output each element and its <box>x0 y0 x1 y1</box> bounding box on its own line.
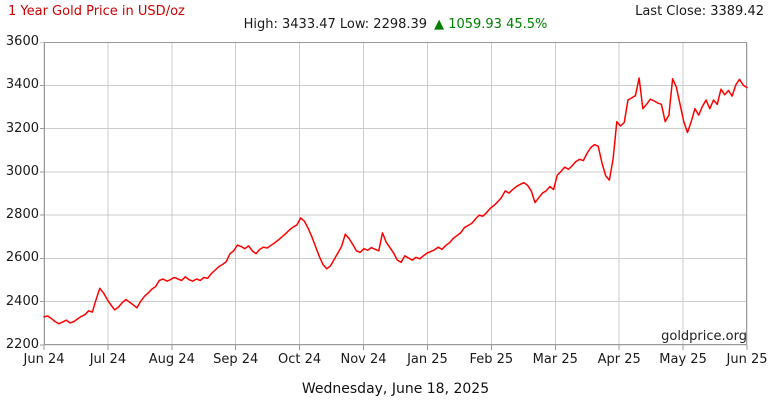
change-text: ▲ 1059.93 45.5% <box>434 17 548 32</box>
gold-price-line <box>43 77 748 325</box>
chart-title: 1 Year Gold Price in USD/oz <box>8 4 185 19</box>
x-axis-label: Mar 25 <box>532 352 578 367</box>
y-axis-labels: 3600 3400 3200 3000 2800 2600 2400 2200 <box>0 0 39 360</box>
last-close-label: Last Close: 3389.42 <box>635 4 764 19</box>
y-axis-label: 2800 <box>5 207 39 223</box>
y-axis-label: 3400 <box>5 77 39 93</box>
y-axis-label: 2200 <box>5 337 39 352</box>
x-axis-label: Jun 25 <box>726 352 768 367</box>
x-axis-label: Jul 24 <box>89 352 127 367</box>
x-axis-label: Apr 25 <box>597 352 641 367</box>
x-axis-labels: Jun 24 Jul 24 Aug 24 Sep 24 Oct 24 Nov 24 Jan … <box>0 352 770 368</box>
high-low-summary: High: 3433.47 Low: 2298.39 ▲ 1059.93 45.5… <box>44 17 747 32</box>
date-footer: Wednesday, June 18, 2025 <box>301 381 490 397</box>
x-axis-label: Nov 24 <box>340 352 387 367</box>
y-axis-label: 3200 <box>5 120 39 136</box>
y-axis-label: 2400 <box>5 293 39 309</box>
x-axis-label: Oct 24 <box>278 352 322 367</box>
y-axis-label: 2600 <box>5 250 39 266</box>
x-axis-label: Jun 24 <box>23 352 65 367</box>
plot-area <box>40 42 748 351</box>
y-axis-label: 3000 <box>5 163 39 179</box>
x-axis-label: Sep 24 <box>213 352 259 367</box>
x-axis-label: Feb 25 <box>469 352 514 367</box>
high-low-text: High: 3433.47 Low: 2298.39 <box>243 17 428 32</box>
x-axis-label: May 25 <box>659 352 707 367</box>
watermark: goldprice.org <box>661 329 747 344</box>
x-axis-label: Aug 24 <box>148 352 195 367</box>
y-axis-label: 3600 <box>5 34 39 49</box>
price-line-chart <box>40 42 748 350</box>
plot-border <box>44 42 747 345</box>
x-axis-label: Jan 25 <box>407 352 448 367</box>
